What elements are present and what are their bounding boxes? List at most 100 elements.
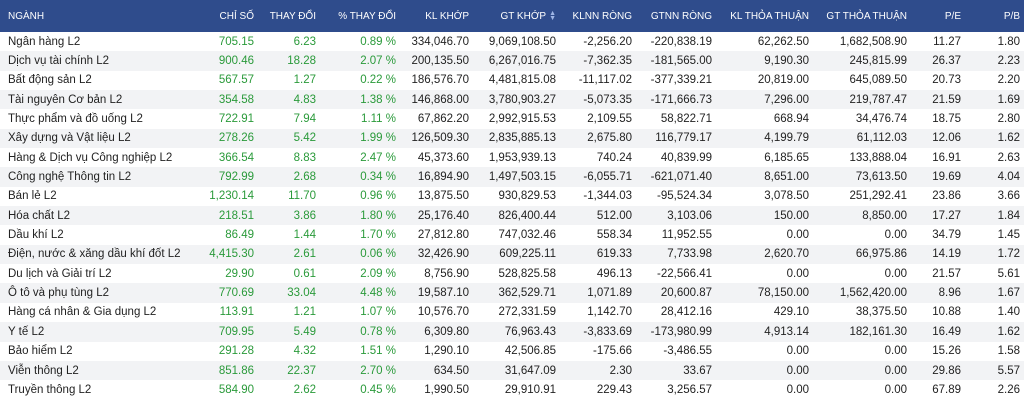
- cell: 740.24: [596, 151, 632, 164]
- cell: 1.44: [293, 229, 316, 242]
- cell: 38,375.50: [855, 306, 907, 319]
- cell: 18.28: [258, 51, 320, 71]
- cell: 0.45 %: [360, 383, 396, 396]
- cell: 1.84: [965, 206, 1024, 226]
- cell: 747,032.46: [498, 229, 556, 242]
- cell: 2.68: [258, 167, 320, 187]
- column-header[interactable]: THAY ĐỔI: [258, 0, 320, 32]
- column-header[interactable]: P/B: [965, 0, 1024, 32]
- cell: 17.27: [911, 206, 965, 226]
- cell: 2.61: [258, 244, 320, 265]
- cell: 4,199.79: [716, 128, 813, 149]
- column-header[interactable]: NGÀNH: [0, 0, 195, 32]
- column-header[interactable]: KL KHỚP: [400, 0, 473, 32]
- column-header[interactable]: P/E: [911, 0, 965, 32]
- cell: 1.80: [997, 35, 1020, 48]
- cell: 528,825.58: [498, 267, 556, 280]
- table-row: Ô tô và phụ tùng L2 770.69 33.04 4.48 % 19,5…: [0, 283, 1024, 303]
- column-header[interactable]: % THAY ĐỔI: [320, 0, 400, 32]
- column-header[interactable]: KLNN RÒNG: [560, 0, 636, 32]
- table-row: Truyền thông L2 584.90 2.62 0.45 % 1,990.50 2…: [0, 380, 1024, 399]
- cell: 4,913.14: [716, 322, 813, 342]
- table-row: Điện, nước & xăng dầu khí đốt L2 4,415.30…: [0, 244, 1024, 265]
- cell: 1.51 %: [360, 345, 396, 358]
- cell: 245,815.99: [813, 51, 911, 71]
- header-text: KLNN RÒNG: [572, 10, 632, 22]
- cell: 668.94: [773, 113, 809, 126]
- cell: 20,819.00: [757, 74, 809, 87]
- cell: 8,850.00: [813, 206, 911, 226]
- cell: 58,822.71: [660, 113, 712, 126]
- cell: 61,112.03: [813, 128, 911, 149]
- cell: -3,833.69: [560, 322, 636, 342]
- cell: -173,980.99: [636, 322, 716, 342]
- cell: 27,812.80: [417, 229, 469, 242]
- cell: 21.59: [911, 90, 965, 110]
- cell: 567.57: [218, 74, 254, 87]
- cell: 2,835,885.13: [473, 128, 560, 149]
- cell: 1.45: [997, 229, 1020, 242]
- cell: 2.47 %: [360, 151, 396, 164]
- cell: 28,412.16: [660, 306, 712, 319]
- table-row: Công nghệ Thông tin L2 792.99 2.68 0.34 % 16…: [0, 167, 1024, 187]
- sector-name: Tài nguyên Cơ bản L2: [0, 90, 195, 110]
- table-row: Bảo hiểm L2 291.28 4.32 1.51 % 1,290.10 42,50…: [0, 342, 1024, 361]
- sector-name: Bảo hiểm L2: [8, 345, 73, 358]
- header-text: NGÀNH: [8, 10, 45, 22]
- table-row: Ngân hàng L2 705.15 6.23 0.89 % 334,046.70 9,…: [0, 32, 1024, 51]
- cell: 1.62: [965, 128, 1024, 149]
- cell: 11.27: [933, 35, 961, 48]
- cell: 1.27: [293, 74, 316, 87]
- column-header[interactable]: CHỈ SỐ: [195, 0, 258, 32]
- header-text: KL KHỚP: [425, 10, 469, 22]
- cell: 4,481,815.08: [488, 74, 556, 87]
- cell: 0.00: [786, 267, 809, 280]
- cell: 20.73: [932, 74, 961, 87]
- cell: 1.40: [997, 306, 1020, 319]
- header-text: KL THỎA THUẬN: [730, 10, 809, 22]
- column-header[interactable]: GTNN RÒNG: [636, 0, 716, 32]
- cell: 0.00: [786, 229, 809, 242]
- column-header[interactable]: GT KHỚP ▲ ▼: [473, 0, 560, 32]
- cell: 2.20: [997, 74, 1020, 87]
- header-text: GTNN RÒNG: [650, 10, 712, 22]
- cell: 1.80 %: [320, 206, 400, 226]
- sector-name: Ô tô và phụ tùng L2: [0, 283, 195, 303]
- cell: 0.00: [884, 229, 907, 242]
- cell: 1,071.89: [560, 283, 636, 303]
- cell: 45,373.60: [417, 151, 469, 164]
- table-row: Hàng & Dịch vụ Công nghiệp L2 366.54 8.83 2…: [0, 148, 1024, 167]
- cell: 619.33: [560, 244, 636, 265]
- cell: 584.90: [218, 383, 254, 396]
- cell: 2.62: [293, 383, 316, 396]
- cell: 8,651.00: [716, 167, 813, 187]
- cell: 40,839.99: [660, 151, 712, 164]
- cell: 16.91: [932, 151, 961, 164]
- cell: 4,415.30: [195, 244, 258, 265]
- cell: 15.26: [932, 345, 961, 358]
- cell: 14.19: [911, 244, 965, 265]
- column-header[interactable]: KL THỎA THUẬN: [716, 0, 813, 32]
- table-body: Ngân hàng L2 705.15 6.23 0.89 % 334,046.70 9,…: [0, 32, 1024, 400]
- table-row: Y tế L2 709.95 5.49 0.78 % 6,309.80 76,963.43…: [0, 322, 1024, 342]
- cell: 1.70 %: [360, 229, 396, 242]
- cell: 826,400.44: [473, 206, 560, 226]
- table-row: Xây dựng và Vật liệu L2 278.26 5.42 1.99 % 1…: [0, 128, 1024, 149]
- cell: 18.75: [932, 113, 961, 126]
- cell: 900.46: [195, 51, 258, 71]
- cell: 6,267,016.75: [473, 51, 560, 71]
- cell: 133,888.04: [849, 151, 907, 164]
- column-header[interactable]: GT THỎA THUẬN: [813, 0, 911, 32]
- cell: 10.88: [932, 306, 961, 319]
- cell: 1.58: [997, 345, 1020, 358]
- cell: 33.04: [258, 283, 320, 303]
- cell: 6,185.65: [764, 151, 809, 164]
- sector-name: Viễn thông L2: [0, 360, 195, 381]
- cell: 5.49: [258, 322, 320, 342]
- cell: 8,756.90: [424, 267, 469, 280]
- cell: 8.96: [911, 283, 965, 303]
- table-row: Hóa chất L2 218.51 3.86 1.80 % 25,176.40 826,…: [0, 206, 1024, 226]
- cell: -95,524.34: [657, 190, 712, 203]
- cell: 62,262.50: [757, 35, 809, 48]
- cell: 16,894.90: [400, 167, 473, 187]
